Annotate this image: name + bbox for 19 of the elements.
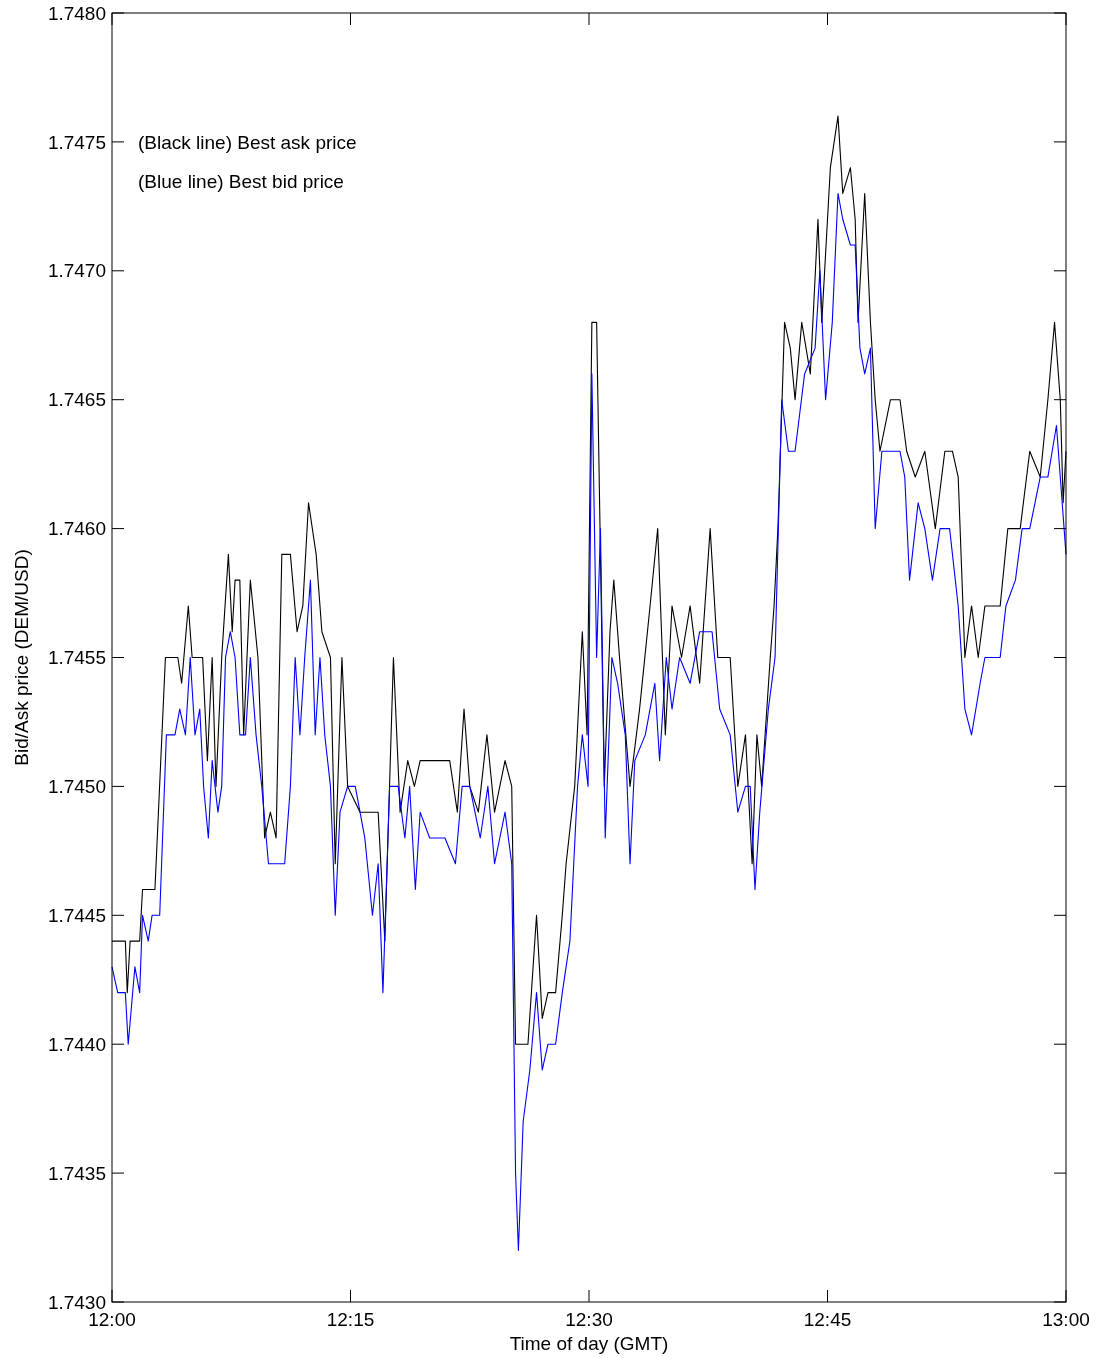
- y-tick-label: 1.7460: [47, 518, 106, 540]
- x-tick-label: 12:15: [326, 1309, 375, 1330]
- x-tick-label: 12:45: [803, 1309, 852, 1330]
- y-tick-label: 1.7445: [47, 904, 106, 926]
- annotation: (Black line) Best ask price: [138, 132, 357, 153]
- y-axis-title: Bid/Ask price (DEM/USD): [11, 549, 32, 766]
- y-tick-label: 1.7470: [47, 260, 106, 282]
- x-tick-label: 13:00: [1042, 1309, 1090, 1330]
- annotation: (Blue line) Best bid price: [138, 171, 344, 192]
- y-tick-label: 1.7450: [47, 776, 106, 798]
- y-tick-label: 1.7455: [47, 647, 106, 669]
- y-tick-label: 1.7435: [47, 1162, 106, 1184]
- y-tick-label: 1.7475: [47, 131, 106, 153]
- x-tick-label: 12:30: [565, 1309, 613, 1330]
- y-tick-label: 1.7440: [47, 1033, 106, 1055]
- line-series: [111, 192, 1067, 1251]
- y-tick-label: 1.7465: [47, 389, 106, 411]
- x-axis-title: Time of day (GMT): [509, 1333, 669, 1354]
- y-tick-label: 1.7480: [47, 2, 106, 24]
